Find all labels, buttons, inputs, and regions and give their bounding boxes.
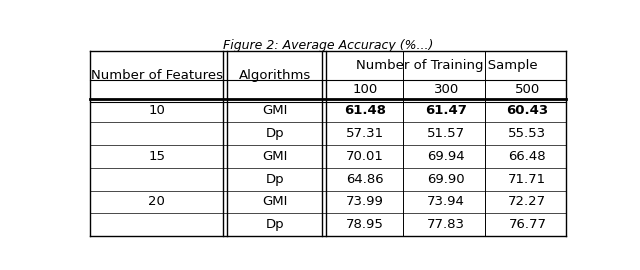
Text: 64.86: 64.86 — [346, 173, 383, 185]
Text: GMI: GMI — [262, 150, 288, 163]
Text: 66.48: 66.48 — [509, 150, 546, 163]
Text: 71.71: 71.71 — [508, 173, 547, 185]
Text: 20: 20 — [148, 195, 165, 208]
Text: Algorithms: Algorithms — [239, 69, 312, 82]
Text: 61.48: 61.48 — [344, 104, 386, 117]
Text: 10: 10 — [148, 104, 165, 117]
Text: 73.99: 73.99 — [346, 195, 384, 208]
Text: 70.01: 70.01 — [346, 150, 384, 163]
Text: Table 1: Average Classification Accuracy of Top-Feature Selected...: Table 1: Average Classification Accuracy… — [90, 249, 484, 259]
Text: 300: 300 — [433, 83, 459, 96]
Text: 51.57: 51.57 — [427, 127, 465, 140]
Text: 100: 100 — [352, 83, 378, 96]
Text: 500: 500 — [515, 83, 540, 96]
Text: 78.95: 78.95 — [346, 218, 384, 231]
Text: 57.31: 57.31 — [346, 127, 384, 140]
Text: 61.47: 61.47 — [425, 104, 467, 117]
Text: Figure 2: Average Accuracy (%...): Figure 2: Average Accuracy (%...) — [223, 39, 433, 52]
Text: 15: 15 — [148, 150, 165, 163]
Text: 72.27: 72.27 — [508, 195, 547, 208]
Text: 55.53: 55.53 — [508, 127, 547, 140]
Text: 69.90: 69.90 — [428, 173, 465, 185]
Text: 76.77: 76.77 — [508, 218, 547, 231]
Text: 60.43: 60.43 — [506, 104, 548, 117]
Text: 77.83: 77.83 — [427, 218, 465, 231]
Text: Dp: Dp — [266, 218, 285, 231]
Text: Dp: Dp — [266, 173, 285, 185]
Text: 69.94: 69.94 — [428, 150, 465, 163]
Text: Dp: Dp — [266, 127, 285, 140]
Text: 73.94: 73.94 — [427, 195, 465, 208]
Text: Number of Training Sample: Number of Training Sample — [356, 59, 538, 72]
Text: GMI: GMI — [262, 195, 288, 208]
Text: GMI: GMI — [262, 104, 288, 117]
Text: Number of Features: Number of Features — [91, 69, 223, 82]
